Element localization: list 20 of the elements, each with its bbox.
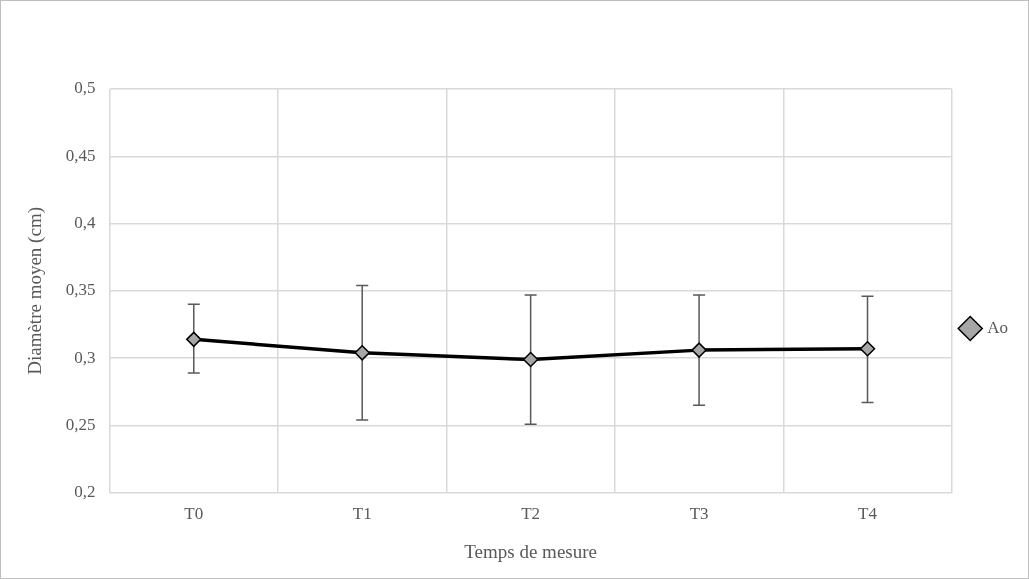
x-axis-title: Temps de mesure xyxy=(464,540,597,562)
x-tick-label: T4 xyxy=(858,504,878,524)
point xyxy=(186,331,202,348)
point xyxy=(859,341,876,357)
point xyxy=(354,345,370,361)
y-tick-label: 0,45 xyxy=(65,145,96,165)
legend-label: Ao xyxy=(987,317,1008,337)
x-tick-label: T1 xyxy=(352,504,372,524)
x-tick-label: T3 xyxy=(689,504,709,524)
y-tick-label: 0,25 xyxy=(65,414,96,434)
y-tick-label: 0,3 xyxy=(74,347,96,367)
point xyxy=(522,351,539,368)
y-tick-label: 0,35 xyxy=(65,280,96,300)
y-tick-label: 0,4 xyxy=(74,213,97,233)
y-tick-label: 0,5 xyxy=(74,78,96,98)
x-tick-label: T0 xyxy=(184,504,204,524)
y-axis-title: Diamètre moyen (cm) xyxy=(24,207,47,375)
y-tick-label: 0,2 xyxy=(74,482,96,502)
point xyxy=(691,342,707,358)
x-tick-label: T2 xyxy=(521,504,541,524)
